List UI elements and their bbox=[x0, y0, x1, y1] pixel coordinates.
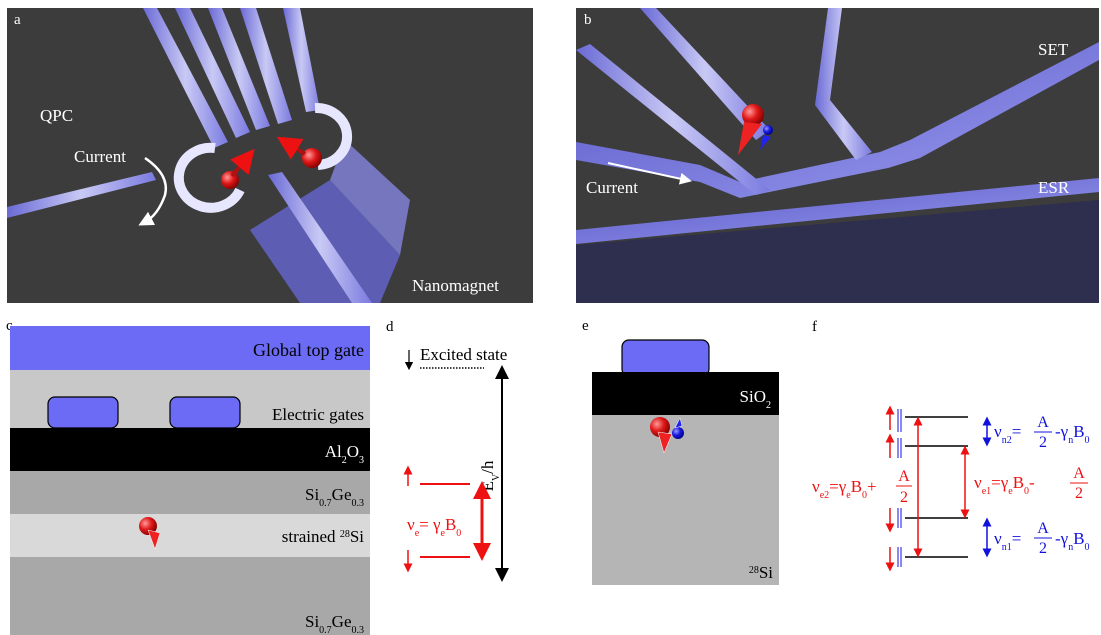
svg-text:2: 2 bbox=[1039, 540, 1047, 557]
al2o3-label: Al2O3 bbox=[325, 442, 364, 466]
al2o3-layer bbox=[10, 428, 370, 471]
spin-arrow-right bbox=[276, 136, 307, 160]
svg-text:A: A bbox=[898, 468, 910, 485]
sige-top-label: Si0.7Ge0.3 bbox=[305, 485, 364, 509]
gate-b-1 bbox=[640, 8, 770, 140]
esr-strip bbox=[576, 178, 1099, 244]
svg-text:A: A bbox=[1073, 465, 1085, 482]
panel-a: a QPC Current Nanomagnet bbox=[7, 8, 533, 303]
svg-text:A: A bbox=[1037, 414, 1049, 431]
electron-spin-b bbox=[742, 104, 764, 126]
current-lead bbox=[576, 42, 1099, 198]
state-2-spins bbox=[885, 508, 902, 533]
svg-text:νe1=γeB0-: νe1=γeB0- bbox=[974, 473, 1035, 497]
electric-gate-left bbox=[47, 396, 119, 429]
e-gate bbox=[621, 339, 710, 377]
electron-spin-e bbox=[650, 417, 670, 437]
state-3-spins bbox=[885, 433, 902, 458]
nu-e2-label: νe2=γeB0+ A 2 bbox=[812, 468, 912, 506]
svg-text:-γnB0: -γnB0 bbox=[1055, 529, 1090, 553]
sige-top-layer bbox=[10, 471, 370, 514]
svg-text:νe2=γeB0+: νe2=γeB0+ bbox=[812, 477, 877, 501]
panel-letter-d: d bbox=[386, 319, 394, 335]
qpc-label: QPC bbox=[40, 106, 73, 125]
sio2-layer bbox=[592, 372, 779, 415]
esr-label: ESR bbox=[1038, 178, 1070, 197]
nuclear-arrow-e bbox=[674, 417, 683, 429]
current-arrow-a bbox=[138, 156, 168, 226]
nu-e-label: νe= γeB0 bbox=[407, 515, 461, 539]
electron-arrow-b bbox=[738, 122, 762, 155]
nu-e1-label: νe1=γeB0- A 2 bbox=[974, 465, 1088, 502]
nuclear-spin-e bbox=[672, 427, 684, 439]
electron-arrow-e bbox=[657, 431, 673, 454]
state-4-spins bbox=[885, 405, 902, 432]
ev-label: EV/h bbox=[478, 460, 502, 491]
svg-text:2: 2 bbox=[900, 489, 908, 506]
nu-n2-label: νn2= A 2 -γnB0 bbox=[994, 414, 1090, 451]
panel-d: d Excited state EV/h νe= γeB0 bbox=[386, 319, 509, 582]
panel-b-floor bbox=[576, 200, 1099, 303]
panel-letter-c: c bbox=[6, 318, 13, 334]
electron-spin-c bbox=[139, 517, 157, 535]
panel-letter-e: e bbox=[582, 318, 589, 334]
nanomagnet-side bbox=[330, 140, 410, 255]
svg-text:νn2=: νn2= bbox=[994, 422, 1021, 446]
global-top-gate-label: Global top gate bbox=[253, 340, 364, 360]
current-label-b: Current bbox=[586, 178, 638, 197]
gate-b-2 bbox=[576, 44, 770, 195]
svg-text:2: 2 bbox=[1075, 485, 1083, 502]
panel-letter-f: f bbox=[812, 319, 817, 335]
qpc-lead bbox=[7, 172, 156, 218]
global-top-gate-layer bbox=[10, 326, 370, 370]
current-label-a: Current bbox=[74, 147, 126, 166]
panel-letter-a: a bbox=[14, 12, 21, 28]
electron-arrow-c bbox=[147, 529, 161, 550]
si28-label: 28Si bbox=[749, 563, 773, 582]
state-1-spins bbox=[885, 547, 902, 572]
nu-n1-label: νn1= A 2 -γnB0 bbox=[994, 520, 1090, 557]
spin-ball-right bbox=[302, 148, 322, 168]
nuclear-arrow-b bbox=[760, 135, 771, 150]
electric-gates-label: Electric gates bbox=[272, 405, 364, 424]
sio2-label: SiO2 bbox=[740, 387, 771, 411]
set-label: SET bbox=[1038, 40, 1069, 59]
sige-bottom-layer bbox=[10, 557, 370, 635]
svg-text:νn1=: νn1= bbox=[994, 529, 1021, 553]
svg-text:A: A bbox=[1037, 520, 1049, 537]
left-ring bbox=[173, 142, 245, 213]
excited-state-label: Excited state bbox=[420, 345, 507, 364]
svg-text:2: 2 bbox=[1039, 434, 1047, 451]
gate-finger-4 bbox=[240, 8, 292, 124]
set-gate bbox=[815, 8, 872, 160]
gate-finger-1 bbox=[143, 8, 228, 148]
sige-bottom-label: Si0.7Ge0.3 bbox=[305, 612, 364, 635]
current-arrow-b bbox=[607, 162, 692, 185]
si28-substrate bbox=[592, 415, 779, 585]
gate-finger-5 bbox=[283, 8, 320, 112]
panel-letter-b: b bbox=[584, 12, 592, 28]
gate-finger-2 bbox=[175, 8, 250, 138]
strained-si-layer bbox=[10, 514, 370, 557]
panel-b: b SET Current ESR bbox=[576, 8, 1099, 303]
panel-f: f νn2= A 2 bbox=[812, 319, 1090, 572]
strained-si-label: strained 28Si bbox=[282, 527, 365, 546]
svg-text:-γnB0: -γnB0 bbox=[1055, 422, 1090, 446]
electric-gate-right bbox=[169, 396, 241, 429]
gate-finger-3 bbox=[208, 8, 270, 130]
nanomagnet-label: Nanomagnet bbox=[412, 276, 499, 295]
right-ring bbox=[314, 102, 353, 170]
gate-finger-bottom bbox=[268, 172, 372, 303]
panel-e: e SiO2 28Si bbox=[582, 318, 779, 585]
nuclear-spin-b bbox=[763, 125, 773, 135]
spin-arrow-left bbox=[230, 148, 255, 178]
panel-c: c Global top gate Electric gates Al2O3 S… bbox=[6, 318, 370, 635]
